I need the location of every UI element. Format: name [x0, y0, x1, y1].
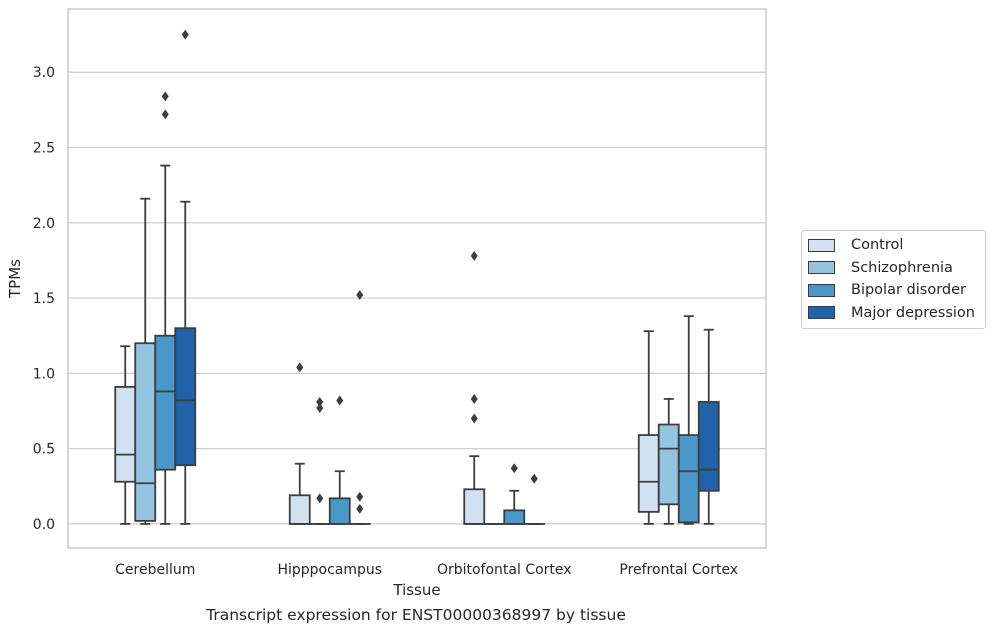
- outlier-point: [316, 402, 324, 413]
- y-tick-label: 1.0: [33, 366, 55, 382]
- box-iqr: [154, 334, 177, 471]
- legend-swatch: [808, 283, 835, 297]
- outlier-point: [161, 109, 169, 120]
- y-tick-label: 2.5: [33, 141, 55, 157]
- legend-item: Bipolar disorder: [802, 279, 985, 302]
- x-tick-label: Cerebellum: [115, 562, 195, 578]
- boxes: [114, 29, 720, 525]
- box-bipolar-disorder: [677, 315, 700, 525]
- outlier-point: [336, 395, 344, 406]
- box-control: [114, 345, 137, 525]
- box-iqr: [503, 509, 526, 525]
- outlier-point: [161, 91, 169, 102]
- box-schizophrenia: [308, 396, 331, 525]
- legend: Control Schizophrenia Bipolar disorder Majo…: [801, 230, 986, 329]
- legend-label: Control: [851, 237, 904, 254]
- y-axis-ticks: 0.0 0.5 1.0 1.5 2.0 2.5 3.0: [33, 65, 55, 533]
- legend-item: Control: [802, 234, 985, 257]
- legend-swatch: [808, 261, 835, 275]
- box-control: [637, 330, 660, 525]
- x-tick-label: Hipppocampus: [277, 562, 382, 578]
- chart-caption: Transcript expression for ENST0000036899…: [206, 606, 626, 624]
- box-iqr: [174, 327, 197, 467]
- outlier-point: [181, 29, 189, 40]
- box-major-depression: [697, 328, 720, 525]
- box-control: [463, 250, 486, 525]
- box-iqr: [288, 494, 311, 525]
- box-iqr: [637, 434, 660, 513]
- box-bipolar-disorder: [503, 463, 526, 525]
- legend-label: Schizophrenia: [851, 259, 953, 276]
- x-axis-label: Tissue: [392, 581, 440, 599]
- box-iqr: [677, 434, 700, 524]
- x-axis-ticks: Cerebellum Hipppocampus Orbitofontal Corte…: [115, 562, 738, 578]
- legend-label: Bipolar disorder: [851, 282, 966, 299]
- box-iqr: [697, 401, 720, 492]
- legend-swatch: [808, 306, 835, 320]
- plot-frame: [67, 8, 767, 549]
- y-tick-label: 0.0: [33, 517, 55, 533]
- legend-item: Major depression: [802, 302, 985, 325]
- box-schizophrenia: [134, 197, 157, 525]
- legend-item: Schizophrenia: [802, 257, 985, 280]
- outlier-point: [356, 503, 364, 514]
- box-iqr: [657, 423, 680, 506]
- box-bipolar-disorder: [328, 395, 351, 525]
- box-schizophrenia: [657, 398, 680, 525]
- legend-swatch: [808, 238, 835, 252]
- box-iqr: [463, 488, 486, 525]
- y-tick-label: 2.0: [33, 216, 55, 232]
- outlier-point: [296, 362, 304, 373]
- y-tick-label: 0.5: [33, 442, 55, 458]
- y-axis-label: TPMs: [6, 259, 24, 299]
- x-tick-label: Orbitofontal Cortex: [437, 562, 572, 578]
- box-major-depression: [174, 29, 197, 525]
- outlier-point: [510, 463, 518, 474]
- box-bipolar-disorder: [154, 91, 177, 525]
- outlier-point: [470, 413, 478, 424]
- outlier-point: [356, 290, 364, 301]
- y-tick-label: 3.0: [33, 65, 55, 81]
- outlier-point: [470, 250, 478, 261]
- box-iqr: [114, 386, 137, 483]
- outlier-point: [316, 493, 324, 504]
- x-tick-label: Prefrontal Cortex: [619, 562, 738, 578]
- outlier-point: [356, 491, 364, 502]
- outlier-point: [470, 393, 478, 404]
- y-tick-label: 1.5: [33, 291, 55, 307]
- box-iqr: [328, 497, 351, 525]
- outlier-point: [530, 473, 538, 484]
- outlier-point: [316, 396, 324, 407]
- box-iqr: [134, 342, 157, 522]
- box-major-depression: [348, 290, 371, 525]
- legend-label: Major depression: [851, 304, 975, 321]
- box-major-depression: [523, 473, 546, 525]
- box-control: [288, 362, 311, 525]
